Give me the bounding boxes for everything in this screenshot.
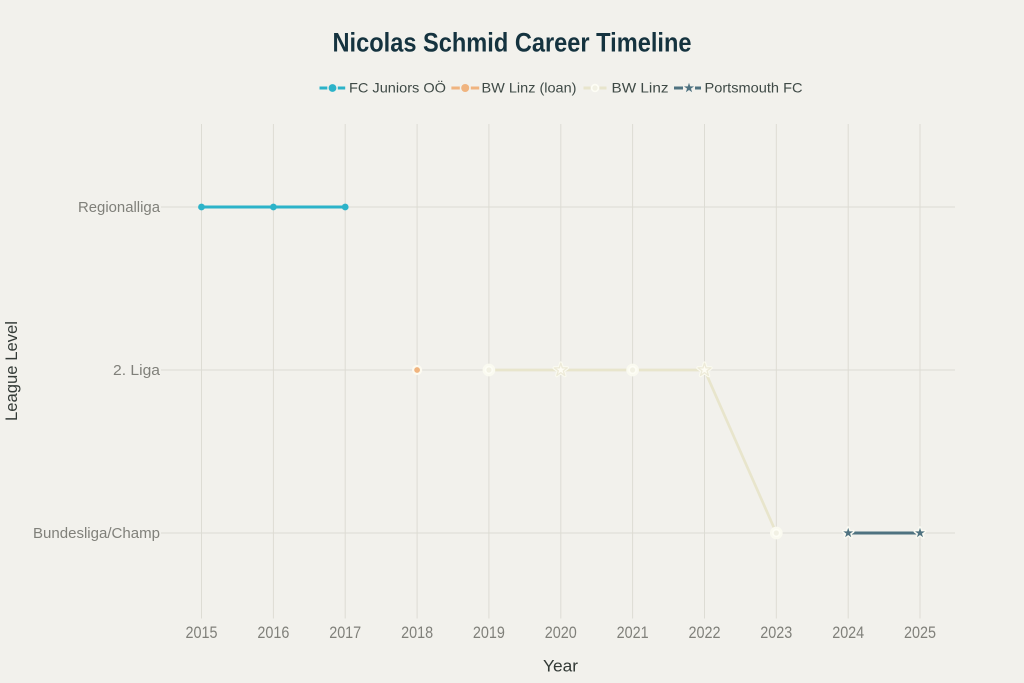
svg-text:Regionalliga: Regionalliga — [78, 200, 161, 216]
svg-text:2022: 2022 — [689, 624, 721, 642]
svg-text:2016: 2016 — [257, 624, 289, 642]
svg-text:2024: 2024 — [832, 624, 864, 642]
svg-text:2015: 2015 — [186, 624, 218, 642]
svg-text:FC Juniors OÖ: FC Juniors OÖ — [349, 79, 446, 96]
svg-text:2018: 2018 — [401, 624, 433, 642]
svg-text:2019: 2019 — [473, 624, 505, 642]
svg-text:League Level: League Level — [3, 321, 21, 421]
svg-text:2. Liga: 2. Liga — [113, 363, 161, 379]
svg-text:Bundesliga/Champ: Bundesliga/Champ — [33, 526, 160, 542]
svg-text:Year: Year — [543, 658, 579, 676]
svg-text:BW Linz: BW Linz — [612, 81, 669, 96]
svg-text:2020: 2020 — [545, 624, 577, 642]
svg-text:Nicolas Schmid Career Timeline: Nicolas Schmid Career Timeline — [333, 28, 692, 58]
svg-text:2021: 2021 — [617, 624, 649, 642]
svg-text:2017: 2017 — [329, 624, 361, 642]
svg-text:2023: 2023 — [760, 624, 792, 642]
svg-text:BW Linz (loan): BW Linz (loan) — [482, 81, 577, 96]
svg-text:Portsmouth FC: Portsmouth FC — [705, 81, 803, 96]
svg-text:2025: 2025 — [904, 624, 936, 642]
